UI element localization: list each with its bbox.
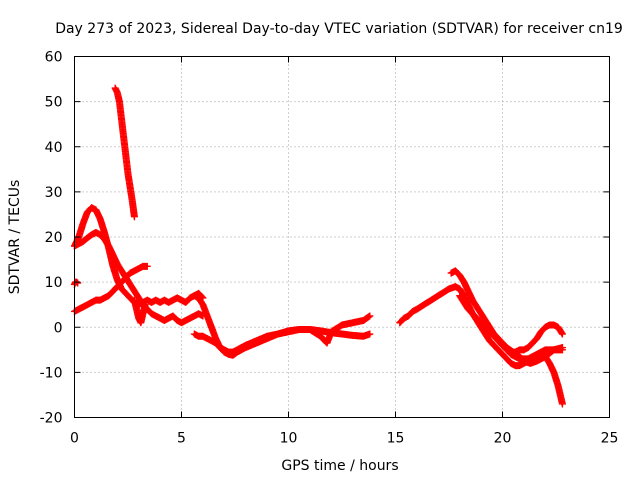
data-point xyxy=(558,329,566,337)
series-track-j xyxy=(447,267,566,356)
data-point xyxy=(558,344,566,352)
x-tick-label: 20 xyxy=(494,431,512,447)
data-point xyxy=(141,301,149,309)
y-tick-label: 30 xyxy=(45,185,63,201)
y-axis-label: SDTVAR / TECUs xyxy=(7,180,23,295)
data-point xyxy=(143,262,151,270)
series-track-c xyxy=(71,262,151,315)
y-tick-label: 50 xyxy=(45,95,63,111)
data-point xyxy=(130,213,138,221)
x-tick-label: 5 xyxy=(177,431,186,447)
series-track-f xyxy=(130,296,149,327)
y-tick-label: 60 xyxy=(45,50,63,66)
data-point xyxy=(558,400,566,408)
chart-title: Day 273 of 2023, Sidereal Day-to-day VTE… xyxy=(55,21,623,37)
data-point xyxy=(558,330,566,338)
series-track-e xyxy=(111,84,138,221)
axis-ticks xyxy=(74,56,610,418)
series-track-d xyxy=(71,278,82,288)
y-tick-label: 20 xyxy=(45,230,63,246)
x-tick-label: 25 xyxy=(601,431,619,447)
series-track-i xyxy=(396,283,566,408)
x-tick-labels: 0 5 10 15 20 25 xyxy=(70,431,618,447)
y-tick-label: 10 xyxy=(45,275,63,291)
series-track-l xyxy=(488,328,566,367)
x-tick-label: 15 xyxy=(387,431,405,447)
y-tick-labels: -20 -10 0 10 20 30 40 50 60 xyxy=(40,50,63,427)
data-point xyxy=(366,330,374,338)
y-tick-label: -10 xyxy=(40,365,63,381)
series-track-a xyxy=(71,204,207,309)
y-tick-label: 40 xyxy=(45,140,63,156)
data-points xyxy=(71,84,566,408)
y-tick-label: -20 xyxy=(40,411,63,427)
series-track-h xyxy=(190,312,374,356)
x-tick-label: 10 xyxy=(280,431,298,447)
x-tick-label: 0 xyxy=(70,431,79,447)
x-axis-label: GPS time / hours xyxy=(281,458,398,474)
y-tick-label: 0 xyxy=(54,320,63,336)
data-point xyxy=(74,279,82,287)
data-point xyxy=(366,312,374,320)
series-track-b xyxy=(71,228,207,327)
